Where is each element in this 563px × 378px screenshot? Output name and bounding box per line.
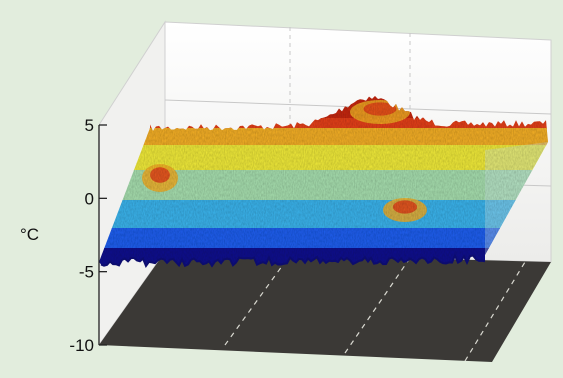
z-tick-label: -5 [79, 263, 94, 282]
floor-grid [224, 254, 526, 362]
surface-color-band [99, 145, 548, 171]
surface-color-band [99, 228, 548, 249]
z-axis-ticks: 5 0 -5 -10 [69, 116, 107, 355]
surface-jagged-edge [100, 253, 486, 268]
surface-warm-spot-core [363, 102, 397, 116]
floor-gridline [224, 254, 291, 346]
z-tick-label: -10 [69, 336, 94, 355]
surface-color-band [99, 128, 548, 146]
surface-warm-spot-core [392, 200, 418, 214]
z-tick-label: 5 [85, 116, 94, 135]
surface-edge-shade [485, 142, 548, 255]
surface-bottom-edge [100, 253, 486, 268]
surface-warm-spot-core [150, 167, 170, 183]
z-axis-label: °C [20, 225, 39, 244]
surface-color-band [99, 200, 548, 229]
surface-color-band [99, 118, 548, 129]
z-tick-label: 0 [85, 189, 94, 208]
floor-plane [99, 252, 551, 362]
